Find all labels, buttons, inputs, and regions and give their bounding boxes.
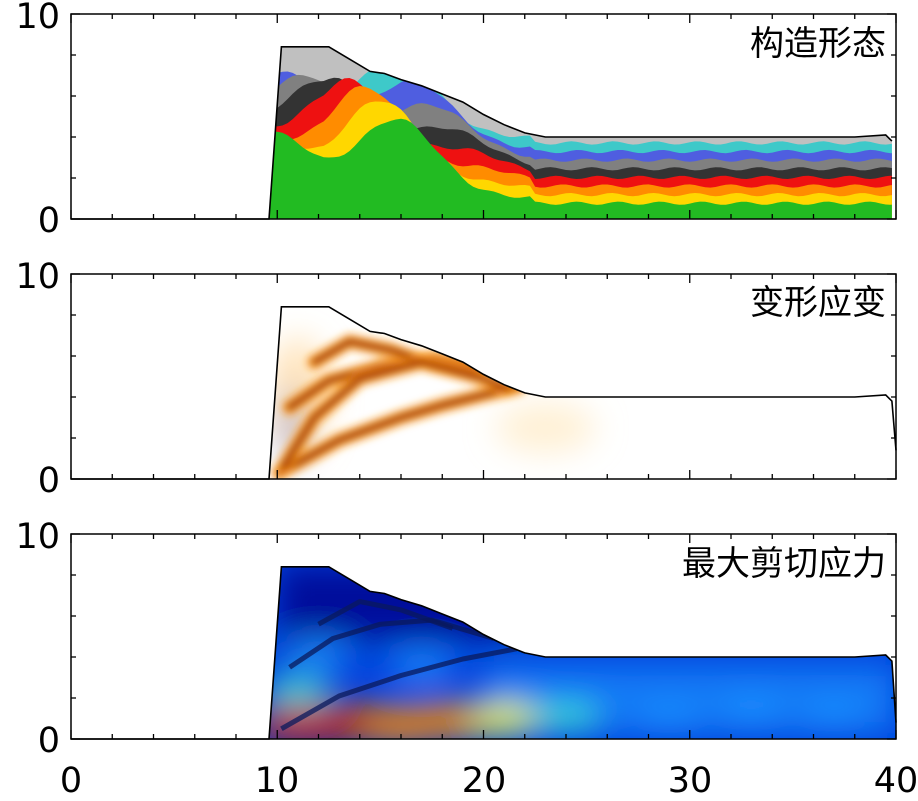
y-tick-label: 0 <box>38 201 60 241</box>
panel-structure: 构造形态 10 0 <box>15 0 897 241</box>
x-tick-label: 40 <box>874 761 918 801</box>
strain-band <box>279 358 512 471</box>
surface-line <box>71 566 897 740</box>
panel-strain: 变形应变 10 0 <box>15 257 897 501</box>
surface-line <box>71 306 897 480</box>
stress-patch <box>277 566 525 641</box>
panel-title: 最大剪切应力 <box>682 544 886 584</box>
tick-marks <box>70 533 897 740</box>
strain-band <box>275 383 523 477</box>
layer-band <box>266 118 892 219</box>
stress-hotspot <box>719 695 784 725</box>
surface-line <box>71 46 893 220</box>
stress-hotspot <box>263 674 332 705</box>
stress-trace <box>317 599 454 631</box>
panel-shear-stress: 最大剪切应力 10 0 0 10 20 30 40 <box>15 517 918 801</box>
x-tick-label: 0 <box>60 761 82 801</box>
stress-trace <box>280 646 517 731</box>
y-tick-label: 10 <box>15 257 60 297</box>
y-tick-label: 0 <box>38 461 60 501</box>
x-tick-label: 20 <box>462 761 507 801</box>
stress-hotspot <box>636 703 703 734</box>
stress-hotspot <box>802 700 867 729</box>
strain-patch <box>495 402 596 453</box>
panel-title: 变形应变 <box>750 283 886 323</box>
x-tick-label: 30 <box>668 761 713 801</box>
tick-marks <box>70 13 897 220</box>
tick-marks <box>70 273 897 480</box>
panel-title: 构造形态 <box>750 24 886 64</box>
stress-hotspot <box>531 700 601 733</box>
stress-hotspot <box>466 701 543 736</box>
stress-diffuse <box>251 566 896 739</box>
y-tick-label: 0 <box>38 721 60 761</box>
strain-bands <box>271 333 527 479</box>
y-tick-label: 10 <box>15 517 60 557</box>
x-tick-label: 10 <box>255 761 300 801</box>
y-tick-label: 10 <box>15 0 60 37</box>
